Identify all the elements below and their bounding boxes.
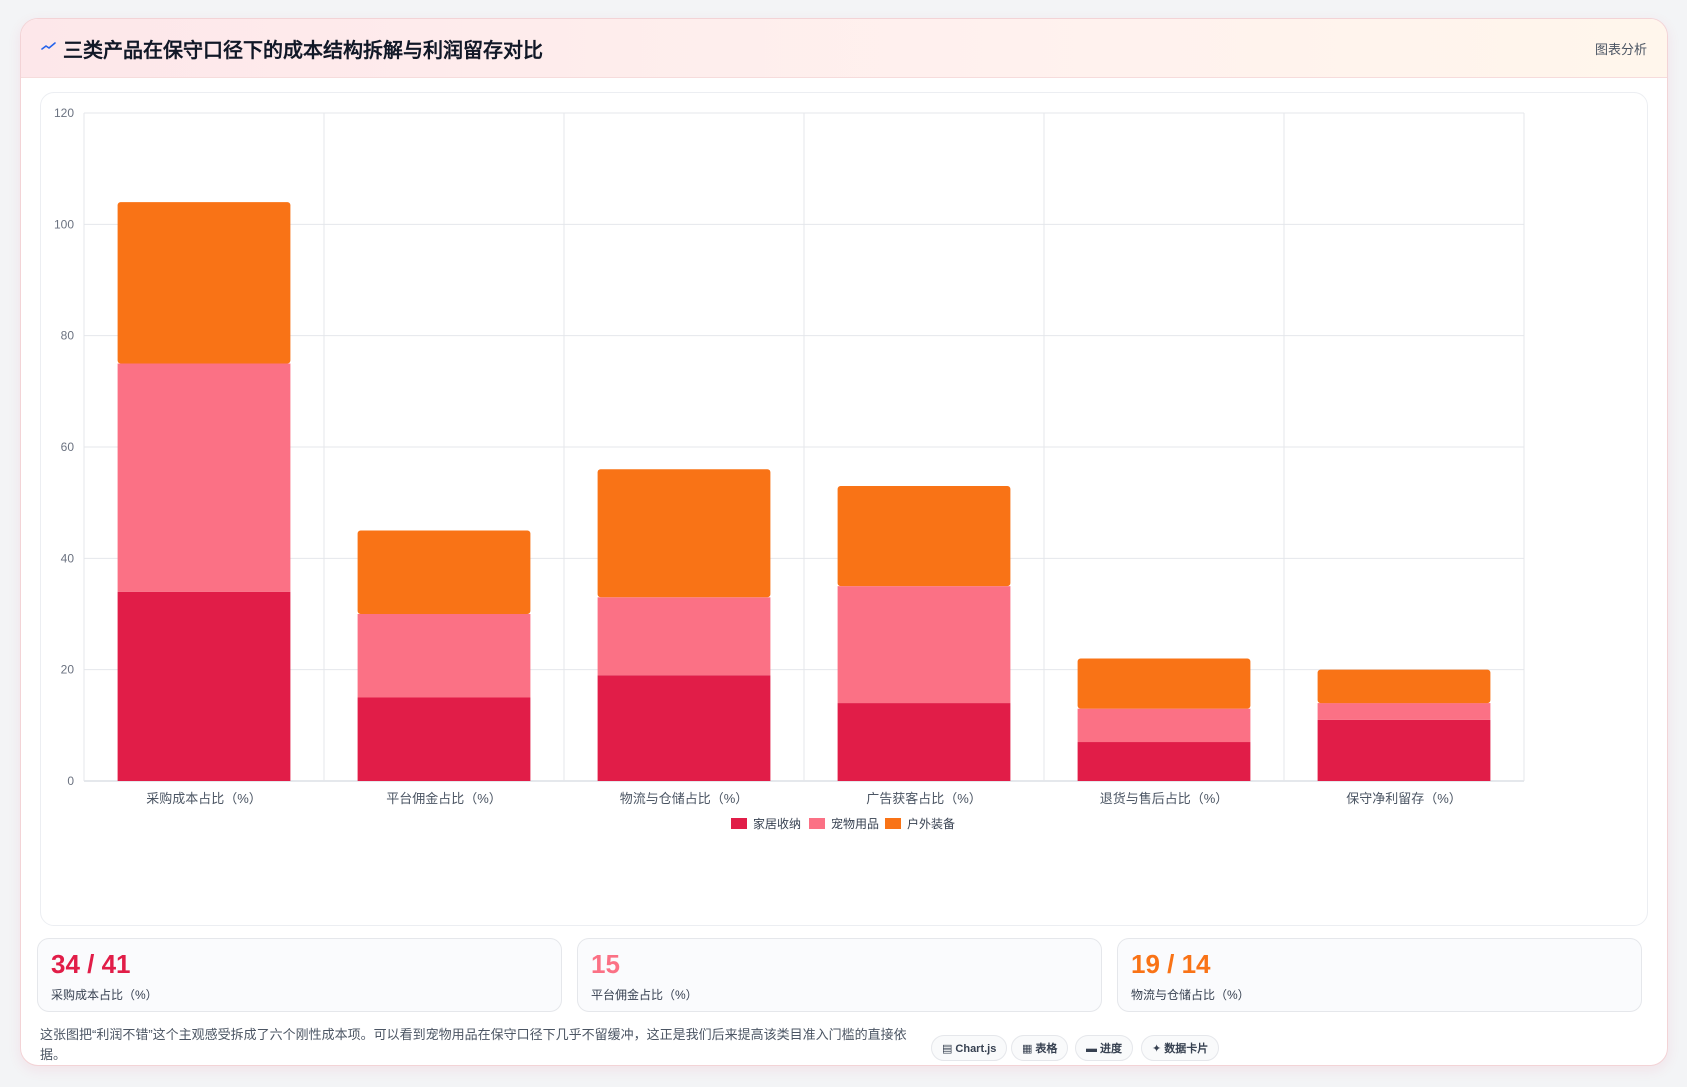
bar-5-series-1 (1317, 703, 1491, 720)
legend-label-2: 户外装备 (907, 816, 955, 831)
chip-label: 表格 (1035, 1043, 1058, 1055)
page-title: 三类产品在保守口径下的成本结构拆解与利润留存对比 (63, 40, 543, 62)
kpi-value: 15 (591, 949, 620, 979)
bar-0-series-2 (117, 202, 291, 364)
bar-1-series-1 (357, 614, 531, 698)
card-header: 三类产品在保守口径下的成本结构拆解与利润留存对比 图表分析 (21, 19, 1667, 78)
bar-2-series-2 (597, 469, 771, 598)
chip-table[interactable]: ▦ 表格 (1011, 1035, 1069, 1061)
x-tick-label: 退货与售后占比（%） (1100, 791, 1229, 806)
chip-label: Chart.js (955, 1043, 997, 1055)
chart-icon: ▤ (942, 1043, 953, 1055)
stacked-bar-chart: 0 20 40 60 80 100 120 采购成本占比（%） 平台佣金占比（%） 物流与仓储占比… (54, 106, 1525, 831)
chart-analysis-badge: 图表分析 (1594, 42, 1647, 57)
bar-5-series-0 (1317, 719, 1491, 781)
chart-card: 三类产品在保守口径下的成本结构拆解与利润留存对比 图表分析 0 20 40 60 80 1… (20, 18, 1668, 1066)
kpi-value: 19 / 14 (1131, 949, 1211, 979)
bar-3-series-0 (837, 703, 1011, 781)
y-tick-label: 20 (61, 663, 75, 677)
legend-swatch-1 (809, 818, 825, 829)
x-tick-label: 保守净利留存（%） (1346, 791, 1462, 806)
y-tick-label: 40 (61, 551, 75, 565)
bar-2-series-1 (597, 597, 771, 676)
chip-label: 进度 (1100, 1043, 1122, 1055)
kpi-label: 物流与仓储占比（%） (1131, 988, 1250, 1002)
x-tick-label: 广告获客占比（%） (866, 791, 982, 806)
y-tick-label: 120 (54, 106, 74, 120)
kpi-card-logistics: 19 / 14 物流与仓储占比（%） (1117, 938, 1642, 1012)
y-tick-label: 100 (54, 217, 74, 231)
bar-4-series-0 (1077, 742, 1251, 781)
legend-label-1: 宠物用品 (831, 816, 879, 831)
y-tick-label: 0 (67, 774, 74, 788)
y-tick-label: 60 (61, 440, 75, 454)
kpi-label: 采购成本占比（%） (51, 988, 158, 1002)
bar-3-series-2 (837, 485, 1011, 587)
legend-swatch-2 (885, 818, 901, 829)
progress-icon: ▬ (1086, 1043, 1097, 1055)
bar-1-series-2 (357, 530, 531, 614)
kpi-label: 平台佣金占比（%） (591, 988, 698, 1002)
table-icon: ▦ (1022, 1043, 1033, 1055)
chip-chartjs[interactable]: ▤ Chart.js (931, 1035, 1008, 1061)
bar-1-series-0 (357, 697, 531, 781)
kpi-card-commission: 15 平台佣金占比（%） (577, 938, 1102, 1012)
legend-swatch-0 (731, 818, 747, 829)
x-tick-label: 平台佣金占比（%） (386, 791, 502, 806)
trend-line-icon (41, 42, 56, 50)
chart-note: 这张图把“利润不错”这个主观感受拆成了六个刚性成本项。可以看到宠物用品在保守口径… (40, 1027, 907, 1062)
bar-4-series-1 (1077, 708, 1251, 743)
bar-3-series-1 (837, 586, 1011, 704)
legend-label-0: 家居收纳 (753, 816, 801, 831)
sparkle-icon: ✦ (1152, 1043, 1162, 1055)
chip-progress[interactable]: ▬ 进度 (1075, 1035, 1133, 1061)
chip-data-card[interactable]: ✦ 数据卡片 (1141, 1035, 1220, 1061)
x-tick-label: 物流与仓储占比（%） (620, 791, 749, 806)
chart-panel: 0 20 40 60 80 100 120 采购成本占比（%） 平台佣金占比（%） 物流与仓储占比… (40, 92, 1648, 926)
bar-5-series-2 (1317, 669, 1491, 704)
bar-0-series-0 (117, 591, 291, 781)
kpi-card-procurement: 34 / 41 采购成本占比（%） (37, 938, 562, 1012)
bar-0-series-1 (117, 363, 291, 592)
x-tick-label: 采购成本占比（%） (146, 791, 262, 806)
bar-4-series-2 (1077, 658, 1251, 709)
chip-label: 数据卡片 (1164, 1043, 1209, 1055)
kpi-value: 34 / 41 (51, 949, 131, 979)
bar-2-series-0 (597, 675, 771, 781)
y-tick-label: 80 (61, 329, 75, 343)
